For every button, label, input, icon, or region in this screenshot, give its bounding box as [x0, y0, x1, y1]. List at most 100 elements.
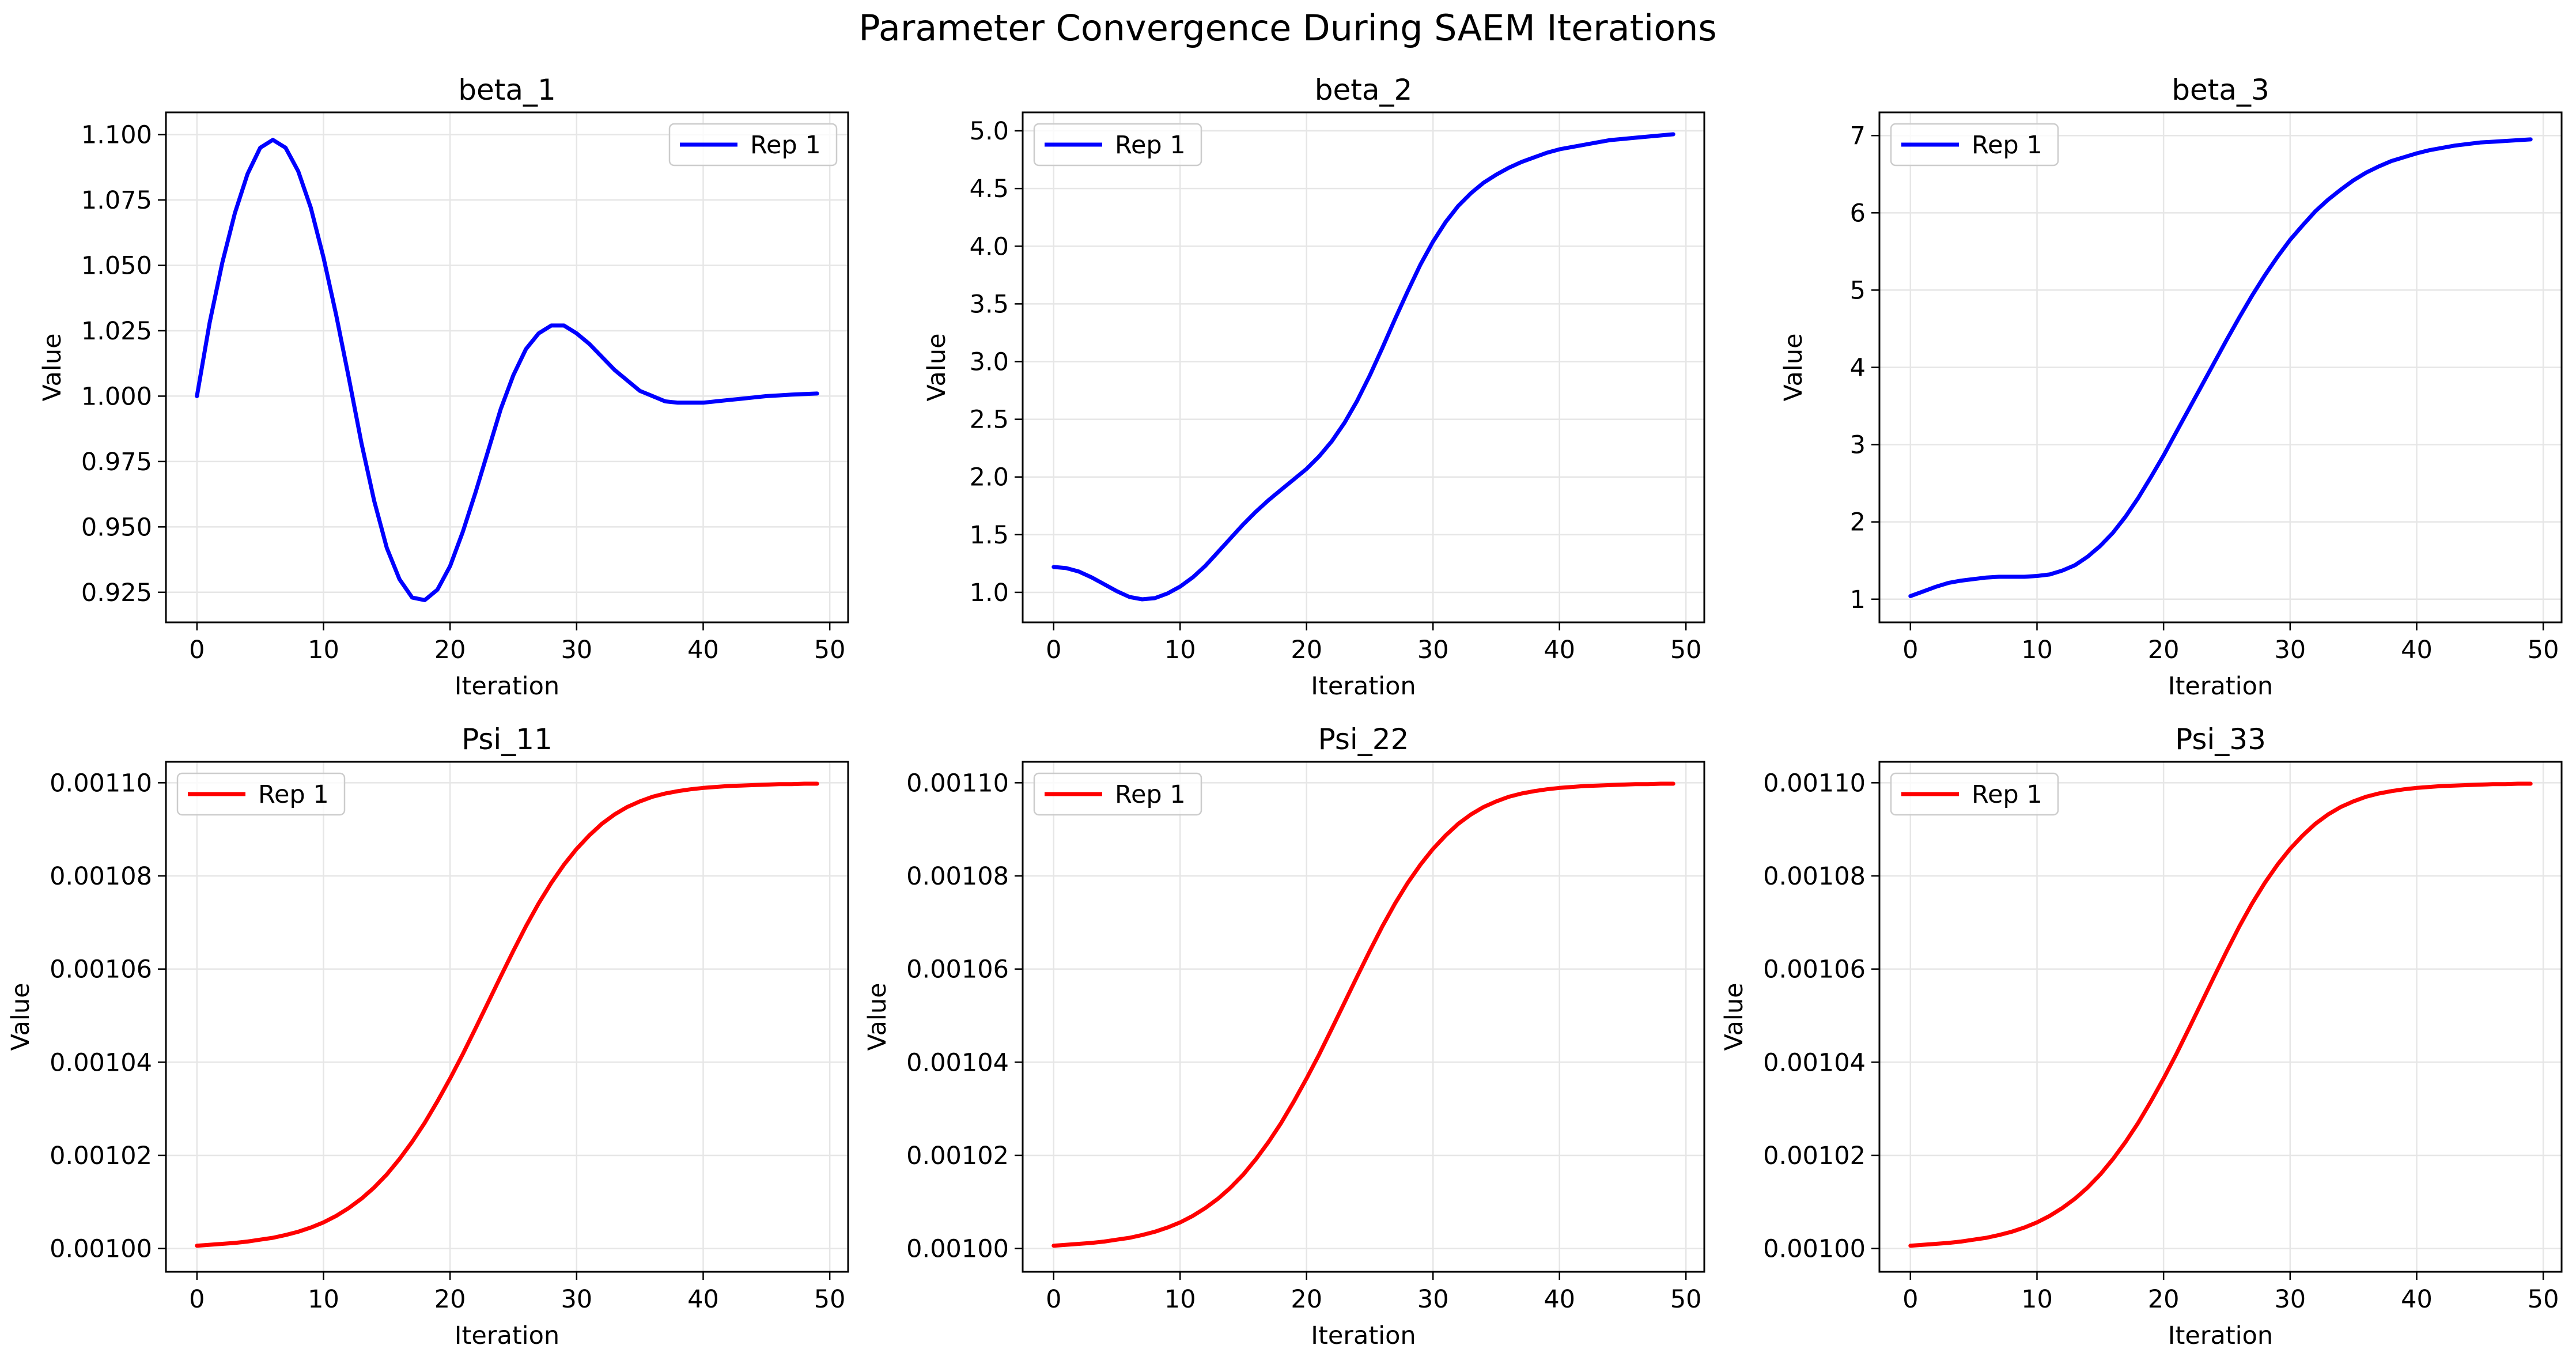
- y-tick-label: 0.975: [81, 448, 152, 477]
- series-line: [195, 781, 819, 1248]
- legend-frame: [668, 123, 838, 167]
- x-tick-label: 0: [189, 1285, 205, 1314]
- legend-label: Rep 1: [258, 780, 329, 809]
- y-axis-label: Value: [1779, 333, 1808, 401]
- x-tick-label: 20: [434, 1285, 466, 1314]
- x-axis-label: Iteration: [455, 1321, 559, 1350]
- axes-frame: [1022, 761, 1705, 1273]
- subplot-5: 0 10 20 30 40 50 0.00100 0.00102 0.00104 0.00106 0…: [863, 723, 1705, 1350]
- y-tick-label: 7: [1850, 122, 1866, 150]
- y-tick-label: 6: [1850, 199, 1866, 228]
- y-tick-label: 0.00108: [50, 862, 152, 891]
- legend-frame: [1033, 123, 1202, 167]
- x-tick-label: 20: [434, 636, 466, 664]
- y-tick-label: 3: [1850, 431, 1866, 460]
- x-tick-label: 40: [1544, 636, 1575, 664]
- x-tick-label: 30: [2274, 1285, 2306, 1314]
- subplot-title: beta_2: [1315, 73, 1413, 107]
- x-tick-label: 30: [1417, 1285, 1449, 1314]
- y-axis-label: Value: [6, 983, 35, 1051]
- x-tick-label: 20: [2148, 1285, 2180, 1314]
- y-axis-label: Value: [863, 983, 892, 1051]
- axes-frame: [165, 111, 849, 624]
- y-tick-label: 0.950: [81, 513, 152, 542]
- x-tick-label: 10: [2021, 636, 2053, 664]
- x-tick-label: 10: [308, 1285, 339, 1314]
- y-tick-label: 0.00104: [906, 1048, 1009, 1077]
- y-tick-label: 4.5: [970, 175, 1009, 203]
- subplot-title: Psi_33: [2175, 723, 2266, 756]
- x-tick-label: 0: [1902, 636, 1918, 664]
- x-tick-label: 40: [687, 636, 719, 664]
- legend-frame: [1033, 772, 1202, 816]
- y-tick-label: 0.00110: [1763, 769, 1866, 798]
- legend: Rep 1: [1033, 772, 1202, 816]
- x-tick-label: 40: [2401, 636, 2433, 664]
- x-axis-label: Iteration: [1311, 672, 1416, 701]
- y-tick-label: 0.00108: [1763, 862, 1866, 891]
- legend-label: Rep 1: [1115, 131, 1186, 160]
- x-tick-label: 0: [189, 636, 205, 664]
- y-tick-label: 0.00100: [50, 1235, 152, 1264]
- y-tick-label: 0.00108: [906, 862, 1009, 891]
- y-tick-label: 0.00102: [1763, 1142, 1866, 1170]
- x-tick-label: 20: [1291, 1285, 1322, 1314]
- x-axis-label: Iteration: [1311, 1321, 1416, 1350]
- x-tick-label: 10: [308, 636, 339, 664]
- legend-label: Rep 1: [1972, 131, 2042, 160]
- legend: Rep 1: [1033, 123, 1202, 167]
- legend: Rep 1: [668, 123, 838, 167]
- x-tick-label: 10: [1164, 1285, 1196, 1314]
- x-tick-label: 30: [1417, 636, 1449, 664]
- legend-label: Rep 1: [750, 131, 821, 160]
- x-tick-label: 10: [2021, 1285, 2053, 1314]
- y-tick-label: 0.00106: [1763, 955, 1866, 984]
- x-axis-label: Iteration: [2168, 1321, 2273, 1350]
- y-tick-label: 3.5: [970, 290, 1009, 319]
- subplot-title: beta_3: [2172, 73, 2269, 107]
- y-tick-label: 5.0: [970, 117, 1009, 146]
- subplot-1: 0 10 20 30 40 50 0.925 0.950 0.975 1.000 1.025 1.05…: [38, 73, 849, 701]
- x-tick-label: 40: [2401, 1285, 2433, 1314]
- x-tick-label: 30: [561, 636, 592, 664]
- x-tick-label: 0: [1046, 636, 1061, 664]
- x-tick-label: 50: [2528, 636, 2559, 664]
- x-tick-label: 30: [561, 1285, 592, 1314]
- y-tick-label: 4.0: [970, 232, 1009, 261]
- y-tick-label: 1.100: [81, 121, 152, 150]
- subplot-6: 0 10 20 30 40 50 0.00100 0.00102 0.00104 0.00106 0…: [1720, 723, 2563, 1350]
- y-tick-label: 1.050: [81, 252, 152, 281]
- legend-frame: [176, 772, 346, 816]
- y-tick-label: 0.00104: [50, 1048, 152, 1077]
- y-tick-label: 2: [1850, 508, 1866, 537]
- y-tick-label: 0.925: [81, 579, 152, 607]
- axes-frame: [165, 761, 849, 1273]
- figure-suptitle: Parameter Convergence During SAEM Iterat…: [858, 7, 1716, 49]
- series-line: [1051, 132, 1675, 602]
- y-tick-label: 1.5: [970, 521, 1009, 550]
- y-tick-label: 2.0: [970, 463, 1009, 492]
- x-tick-label: 50: [1670, 1285, 1702, 1314]
- x-tick-label: 50: [2528, 1285, 2559, 1314]
- y-tick-label: 0.00106: [906, 955, 1009, 984]
- x-tick-label: 30: [2274, 636, 2306, 664]
- subplot-title: beta_1: [458, 73, 556, 107]
- x-tick-label: 50: [1670, 636, 1702, 664]
- y-tick-label: 0.00104: [1763, 1048, 1866, 1077]
- y-tick-label: 0.00110: [906, 769, 1009, 798]
- y-tick-label: 0.00100: [906, 1235, 1009, 1264]
- subplot-grid: 0 10 20 30 40 500.9250.9500.9751.0001.0251.05…: [6, 73, 2563, 1350]
- x-tick-label: 50: [814, 636, 846, 664]
- legend-label: Rep 1: [1115, 780, 1186, 809]
- subplot-2: 0 10 20 30 40 50 1.0 1.5 2.0 2.5 3.0 3.5 4.0 4.5 5.0 be…: [922, 73, 1705, 701]
- x-tick-label: 0: [1902, 1285, 1918, 1314]
- legend-frame: [1890, 772, 2059, 816]
- y-tick-label: 1: [1850, 585, 1866, 614]
- axes-frame: [1022, 111, 1705, 624]
- axes-frame: [1878, 111, 2563, 624]
- y-tick-label: 5: [1850, 276, 1866, 305]
- x-tick-label: 50: [814, 1285, 846, 1314]
- subplot-title: Psi_22: [1318, 723, 1409, 756]
